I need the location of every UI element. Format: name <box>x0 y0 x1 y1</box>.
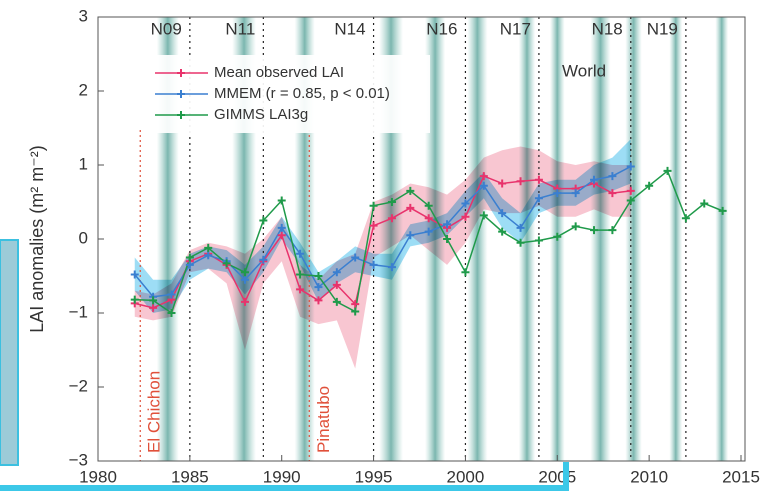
point <box>535 236 543 244</box>
x-tick-label: 1985 <box>171 467 209 486</box>
x-tick-label: 1980 <box>79 467 117 486</box>
y-tick-label: −1 <box>69 302 88 321</box>
satellite-label: N16 <box>426 19 457 38</box>
eruption-label: El Chichon <box>145 371 164 453</box>
point <box>572 222 580 230</box>
satellite-label: N18 <box>592 19 623 38</box>
x-tick-label: 2010 <box>630 467 668 486</box>
y-tick-label: −2 <box>69 376 88 395</box>
satellite-label: N11 <box>225 19 255 38</box>
satellite-label: N19 <box>647 19 678 38</box>
eruption-label: Pinatubo <box>314 386 333 453</box>
x-tick-label: 1990 <box>263 467 301 486</box>
x-tick-label: 1995 <box>355 467 393 486</box>
y-tick-label: 1 <box>79 154 88 173</box>
legend-label: GIMMS LAI3g <box>214 106 308 123</box>
x-tick-label: 2005 <box>538 467 576 486</box>
y-tick-label: 3 <box>79 6 88 25</box>
y-axis-label: LAI anomalies (m² m⁻²) <box>27 145 47 333</box>
satellite-label: N14 <box>334 19 365 38</box>
shaded-period <box>467 17 487 461</box>
shaded-period <box>590 17 610 461</box>
legend-label: MMEM (r = 0.85, p < 0.01) <box>214 85 390 102</box>
shaded-period <box>625 17 642 461</box>
shaded-period <box>715 17 728 461</box>
shaded-period <box>669 17 682 461</box>
y-tick-label: 0 <box>79 228 88 247</box>
chart: −3−2−10123198019851990199520002005201020… <box>0 0 779 493</box>
legend-label: Mean observed LAI <box>214 64 344 81</box>
y-tick-label: 2 <box>79 80 88 99</box>
photo-fragment <box>0 240 18 465</box>
region-label: World <box>562 61 606 80</box>
satellite-label: N09 <box>151 19 182 38</box>
x-tick-label: 2000 <box>447 467 485 486</box>
satellite-label: N17 <box>500 19 531 38</box>
x-tick-label: 2015 <box>722 467 760 486</box>
